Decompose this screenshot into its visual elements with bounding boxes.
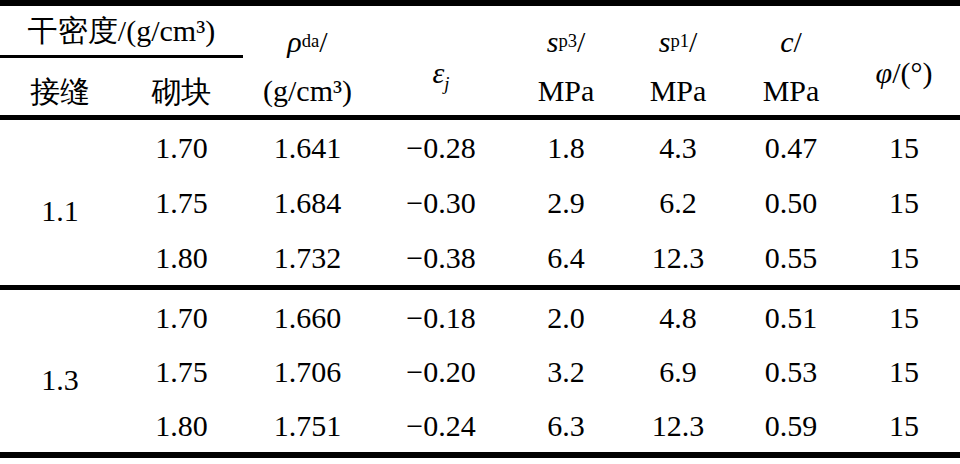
cell-epsilon: −0.28 xyxy=(372,118,510,176)
paper-table-page: 干密度/(g/cm³) ρda/ (g/cm³) εj sp3/ MPa sp1… xyxy=(0,0,960,464)
col-header-dry-density: 干密度/(g/cm³) xyxy=(0,3,243,57)
cell-c: 0.51 xyxy=(734,288,848,345)
cell-sp1: 6.9 xyxy=(622,344,734,398)
cell-sp3: 3.2 xyxy=(510,344,622,398)
cell-sp3: 6.4 xyxy=(510,230,622,288)
table-row: 1.80 1.732 −0.38 6.4 12.3 0.55 15 xyxy=(0,230,960,288)
cell-sp1: 6.2 xyxy=(622,175,734,230)
cell-epsilon: −0.24 xyxy=(372,398,510,455)
sp1-unit-line: MPa xyxy=(622,66,734,115)
cell-sp1: 12.3 xyxy=(622,230,734,288)
table-row: 1.75 1.684 −0.30 2.9 6.2 0.50 15 xyxy=(0,175,960,230)
col-header-epsilon-j: εj xyxy=(372,3,510,118)
cell-block: 1.70 xyxy=(120,118,243,176)
cell-block: 1.75 xyxy=(120,344,243,398)
cell-epsilon: −0.30 xyxy=(372,175,510,230)
cell-block: 1.70 xyxy=(120,288,243,345)
cell-sp3: 2.0 xyxy=(510,288,622,345)
cell-block: 1.80 xyxy=(120,398,243,455)
cell-block: 1.80 xyxy=(120,230,243,288)
cell-sp1: 4.8 xyxy=(622,288,734,345)
table-header: 干密度/(g/cm³) ρda/ (g/cm³) εj sp3/ MPa sp1… xyxy=(0,3,960,118)
c-unit-line: MPa xyxy=(734,66,848,115)
table-row: 1.75 1.706 −0.20 3.2 6.9 0.53 15 xyxy=(0,344,960,398)
cell-c: 0.53 xyxy=(734,344,848,398)
col-header-c: c/ MPa xyxy=(734,3,848,118)
cell-c: 0.47 xyxy=(734,118,848,176)
sp3-unit-line: MPa xyxy=(510,66,622,115)
col-header-rho-da: ρda/ (g/cm³) xyxy=(243,3,372,118)
table-row: 1.1 1.70 1.641 −0.28 1.8 4.3 0.47 15 xyxy=(0,118,960,176)
sp3-symbol-line: sp3/ xyxy=(510,16,622,66)
rho-unit-line: (g/cm³) xyxy=(243,66,372,115)
rho-symbol-line: ρda/ xyxy=(243,16,372,66)
cell-phi: 15 xyxy=(848,398,960,455)
cell-joint: 1.3 xyxy=(0,288,120,456)
cell-phi: 15 xyxy=(848,230,960,288)
table-row: 1.80 1.751 −0.24 6.3 12.3 0.59 15 xyxy=(0,398,960,455)
col-header-joint: 接缝 xyxy=(0,57,120,118)
cell-phi: 15 xyxy=(848,175,960,230)
cell-c: 0.59 xyxy=(734,398,848,455)
col-header-phi: φ/(°) xyxy=(848,3,960,118)
col-header-sp3: sp3/ MPa xyxy=(510,3,622,118)
sp1-symbol-line: sp1/ xyxy=(622,16,734,66)
cell-rho: 1.660 xyxy=(243,288,372,345)
cell-rho: 1.641 xyxy=(243,118,372,176)
cell-rho: 1.751 xyxy=(243,398,372,455)
group-1: 1.1 1.70 1.641 −0.28 1.8 4.3 0.47 15 1.7… xyxy=(0,118,960,288)
cell-rho: 1.684 xyxy=(243,175,372,230)
cell-rho: 1.706 xyxy=(243,344,372,398)
cell-phi: 15 xyxy=(848,344,960,398)
cell-sp1: 12.3 xyxy=(622,398,734,455)
group-2: 1.3 1.70 1.660 −0.18 2.0 4.8 0.51 15 1.7… xyxy=(0,288,960,456)
cell-rho: 1.732 xyxy=(243,230,372,288)
c-symbol-line: c/ xyxy=(734,16,848,66)
dry-density-label: 干密度/(g/cm³) xyxy=(28,14,215,47)
cell-epsilon: −0.38 xyxy=(372,230,510,288)
cell-c: 0.50 xyxy=(734,175,848,230)
cell-joint: 1.1 xyxy=(0,118,120,288)
cell-phi: 15 xyxy=(848,118,960,176)
table-row: 1.3 1.70 1.660 −0.18 2.0 4.8 0.51 15 xyxy=(0,288,960,345)
col-header-block: 砌块 xyxy=(120,57,243,118)
cell-epsilon: −0.18 xyxy=(372,288,510,345)
cell-phi: 15 xyxy=(848,288,960,345)
col-header-sp1: sp1/ MPa xyxy=(622,3,734,118)
cell-sp1: 4.3 xyxy=(622,118,734,176)
cell-block: 1.75 xyxy=(120,175,243,230)
cell-sp3: 2.9 xyxy=(510,175,622,230)
cell-sp3: 1.8 xyxy=(510,118,622,176)
cell-epsilon: −0.20 xyxy=(372,344,510,398)
cell-c: 0.55 xyxy=(734,230,848,288)
cell-sp3: 6.3 xyxy=(510,398,622,455)
data-table: 干密度/(g/cm³) ρda/ (g/cm³) εj sp3/ MPa sp1… xyxy=(0,0,960,458)
